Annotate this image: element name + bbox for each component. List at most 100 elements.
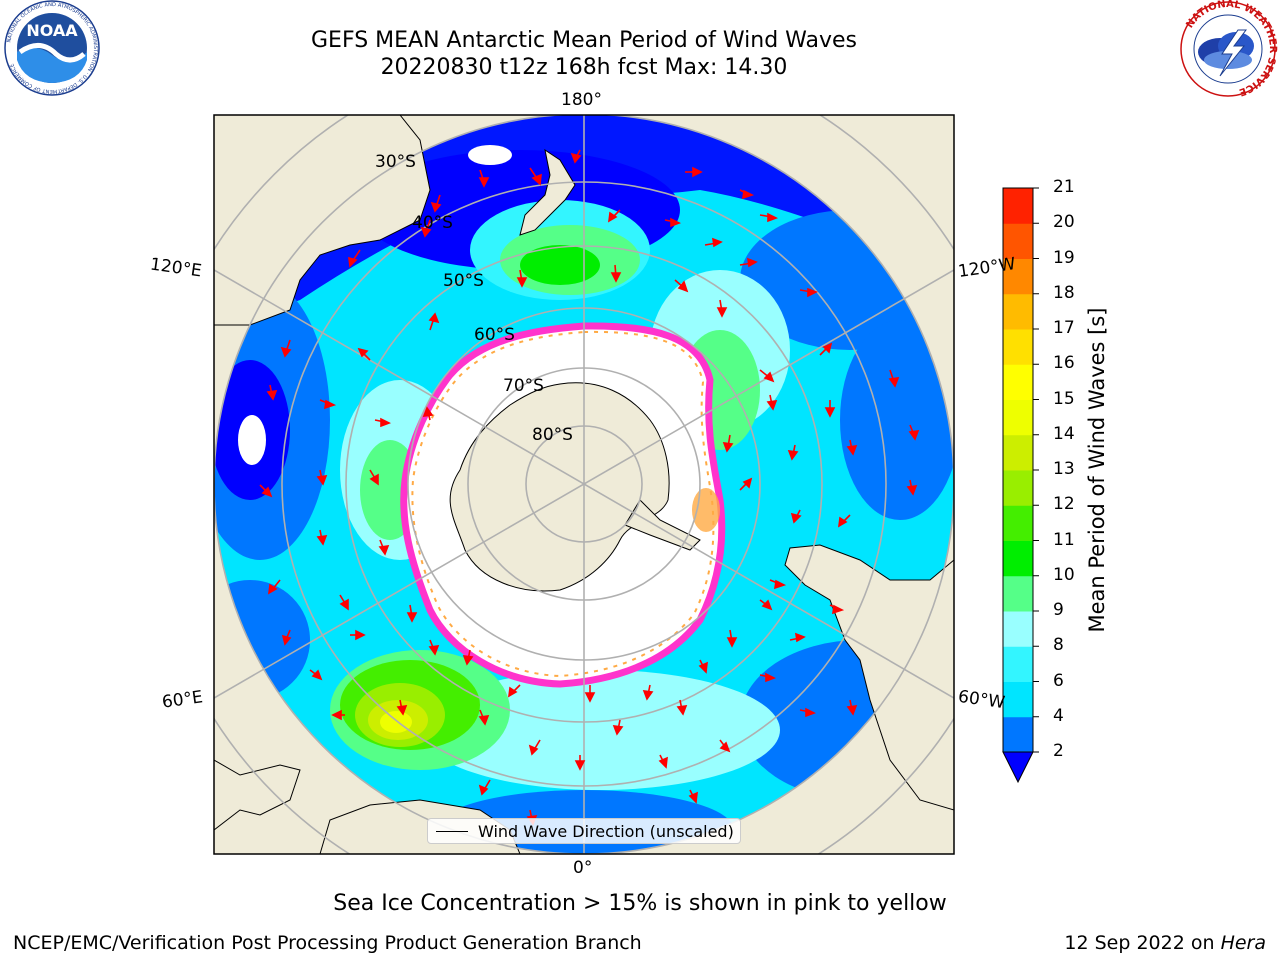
wave-arrow xyxy=(726,629,738,648)
colorbar-tick-label: 9 xyxy=(1053,600,1064,620)
wave-arrow xyxy=(316,469,328,486)
colorbar-tick-label: 15 xyxy=(1053,388,1075,409)
footer-date: 12 Sep 2022 on xyxy=(1064,932,1221,954)
wave-arrow xyxy=(829,604,845,615)
wave-arrow xyxy=(888,369,900,388)
wave-arrow xyxy=(309,669,323,681)
colorbar-segment xyxy=(1003,188,1033,224)
colorbar-segment xyxy=(1003,223,1033,259)
lat-label-80s: 80°S xyxy=(532,425,573,445)
map-subtitle: 20220830 t12z 168h fcst Max: 14.30 xyxy=(380,55,788,80)
wave-arrow xyxy=(584,685,596,703)
wind-wave-arrows xyxy=(259,149,920,826)
wave-arrow xyxy=(612,719,624,736)
lat-label-30s: 30°S xyxy=(375,152,416,172)
wave-arrow xyxy=(698,659,708,674)
noaa-logo: NOAA NATIONAL OCEANIC AND ATMOSPHERIC AD… xyxy=(0,0,104,100)
colorbar-tick-label: 14 xyxy=(1053,423,1075,444)
colorbar-tick-label: 20 xyxy=(1053,212,1075,233)
colorbar-tick-label: 10 xyxy=(1053,564,1075,585)
wave-arrow xyxy=(722,434,734,453)
wave-arrow xyxy=(685,166,703,178)
wave-arrow xyxy=(428,312,440,331)
colorbar-segment xyxy=(1003,329,1033,365)
wave-arrow xyxy=(676,699,688,716)
lat-label-70s: 70°S xyxy=(503,376,544,396)
wave-arrow xyxy=(642,684,654,701)
wave-arrow xyxy=(430,194,442,213)
graticule xyxy=(214,115,954,854)
wave-arrow xyxy=(331,709,345,721)
colorbar-tick-label: 13 xyxy=(1053,459,1075,479)
wave-arrow xyxy=(799,707,816,718)
colorbar-segment xyxy=(1003,505,1033,541)
wave-arrow xyxy=(799,287,818,298)
colorbar-segment xyxy=(1003,575,1033,612)
wave-arrow xyxy=(280,339,292,358)
colorbar-tick-label: 6 xyxy=(1053,670,1064,691)
colorbar-extend-triangle xyxy=(1002,751,1034,784)
wave-arrow xyxy=(319,399,337,410)
wave-arrow xyxy=(610,264,622,283)
new-zealand-land xyxy=(519,148,576,236)
wave-arrow xyxy=(766,394,778,411)
wave-arrow xyxy=(266,384,278,401)
wave-arrow xyxy=(759,369,775,383)
footer-left: NCEP/EMC/Verification Post Processing Pr… xyxy=(13,932,642,954)
wave-arrow xyxy=(838,514,851,528)
legend-line-sample xyxy=(436,831,468,832)
wave-arrow xyxy=(428,639,440,656)
wave-arrow xyxy=(846,699,858,716)
wave-arrow xyxy=(824,400,836,418)
wave-arrow xyxy=(674,279,689,293)
wave-arrow xyxy=(369,469,379,486)
wave-arrow xyxy=(350,629,366,641)
map-legend: Wind Wave Direction (unscaled) xyxy=(427,818,741,844)
colorbar-segment xyxy=(1003,399,1033,436)
wave-arrow xyxy=(787,444,799,461)
wave-arrow xyxy=(819,342,833,356)
wave-arrow xyxy=(688,789,698,804)
footer-host: Hera xyxy=(1220,932,1266,954)
wave-arrow xyxy=(664,217,681,228)
colorbar xyxy=(1003,187,1039,753)
wave-arrow xyxy=(406,604,418,623)
map-title: GEFS MEAN Antarctic Mean Period of Wind … xyxy=(311,28,857,53)
colorbar-segment xyxy=(1003,293,1033,330)
wave-arrow xyxy=(516,269,528,288)
colorbar-tick-label: 12 xyxy=(1053,494,1075,515)
wave-arrow xyxy=(374,417,391,428)
wave-arrow xyxy=(281,629,292,646)
wave-arrow xyxy=(759,212,778,223)
colorbar-tick-label: 18 xyxy=(1053,282,1075,303)
wave-arrow xyxy=(759,672,776,683)
nws-logo: NATIONAL WEATHER SERVICE xyxy=(1176,0,1280,100)
lon-label-180: 180° xyxy=(561,90,602,110)
colorbar-segment xyxy=(1003,258,1033,295)
wave-arrow xyxy=(420,219,432,238)
colorbar-tick-label: 8 xyxy=(1053,635,1064,656)
wave-arrow xyxy=(396,699,408,716)
wave-arrow xyxy=(462,649,474,666)
colorbar-segment xyxy=(1003,611,1033,647)
footer-right: 12 Sep 2022 on Hera xyxy=(1064,932,1266,954)
wave-arrow xyxy=(716,299,728,318)
wave-arrow xyxy=(790,509,802,524)
wave-arrow xyxy=(608,209,621,223)
wave-arrow xyxy=(478,169,490,188)
wave-arrow xyxy=(478,779,491,796)
wave-arrow xyxy=(508,684,521,698)
south-america-land xyxy=(784,544,954,811)
wave-arrow xyxy=(259,484,273,498)
wave-arrow xyxy=(478,709,490,726)
map-frame xyxy=(213,114,955,855)
colorbar-segment xyxy=(1003,470,1033,506)
wave-arrow xyxy=(704,237,723,248)
colorbar-segment xyxy=(1003,434,1033,471)
colorbar-tick-label: 16 xyxy=(1053,353,1075,374)
colorbar-segment xyxy=(1003,364,1033,400)
colorbar-segment xyxy=(1003,681,1033,718)
wave-arrow xyxy=(378,539,390,556)
wave-arrow xyxy=(658,754,668,769)
